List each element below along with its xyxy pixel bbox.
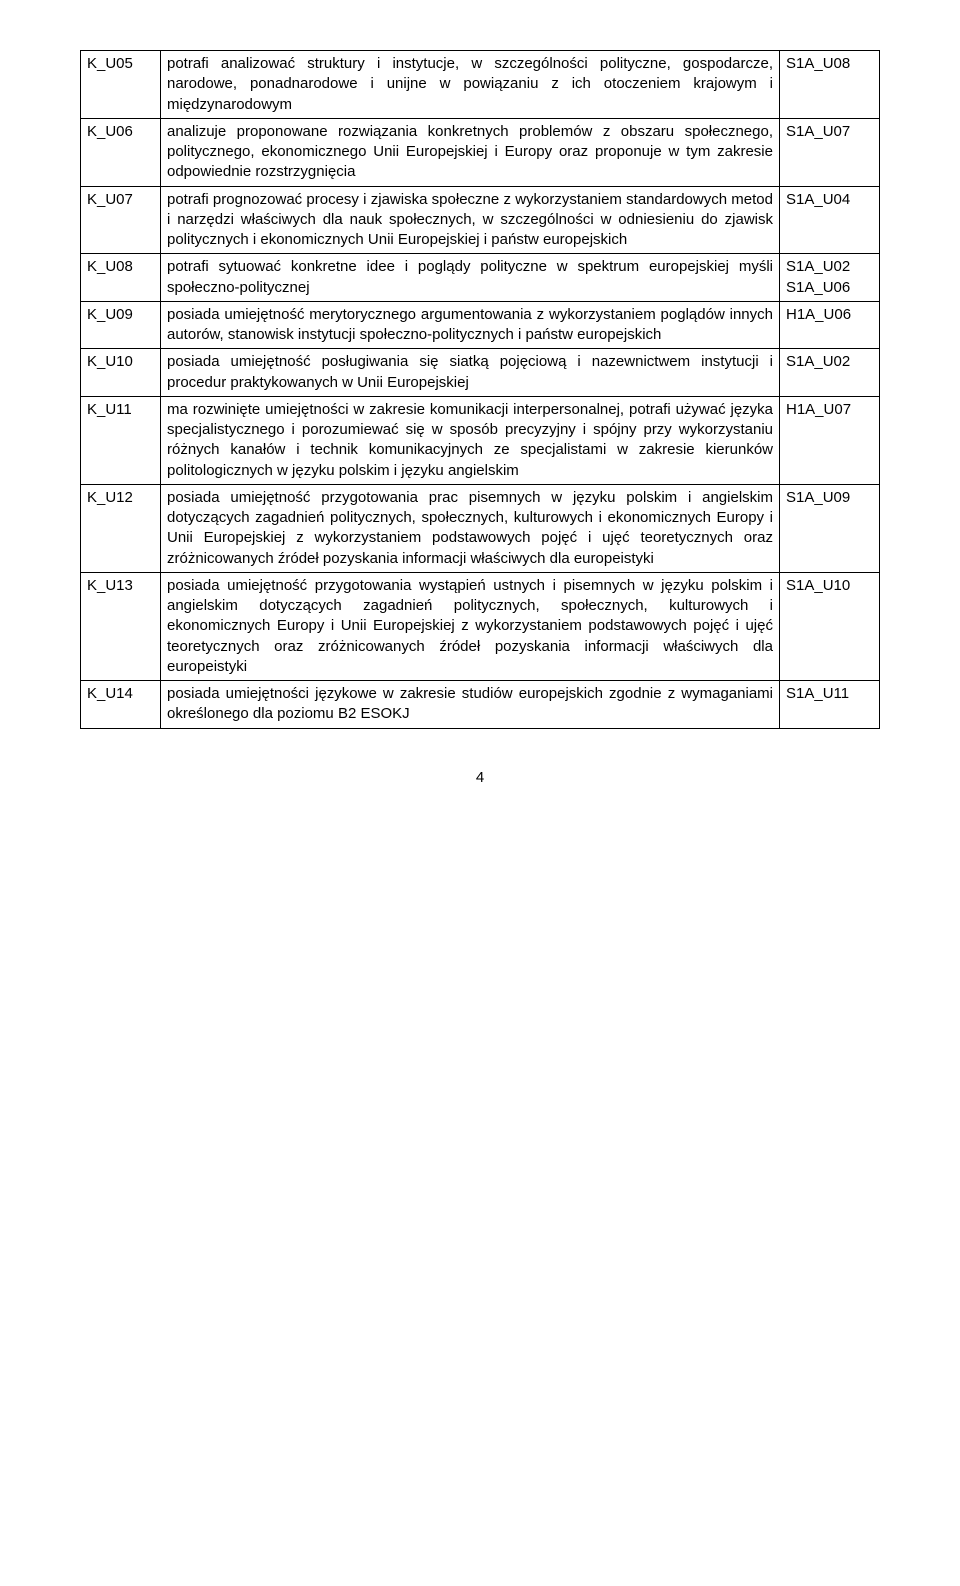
outcome-description: posiada umiejętność przygotowania prac p… (161, 484, 780, 572)
reference-tag: S1A_U11 (786, 684, 873, 704)
outcome-code: K_U13 (81, 572, 161, 680)
table-row: K_U14posiada umiejętności językowe w zak… (81, 681, 880, 729)
outcome-description: potrafi prognozować procesy i zjawiska s… (161, 186, 780, 254)
outcome-reference: S1A_U09 (780, 484, 880, 572)
outcome-code: K_U08 (81, 254, 161, 302)
document-page: K_U05potrafi analizować struktury i inst… (0, 0, 960, 816)
table-row: K_U05potrafi analizować struktury i inst… (81, 51, 880, 119)
outcome-reference: S1A_U11 (780, 681, 880, 729)
outcome-code: K_U10 (81, 349, 161, 397)
table-row: K_U11ma rozwinięte umiejętności w zakres… (81, 396, 880, 484)
outcome-description: analizuje proponowane rozwiązania konkre… (161, 118, 780, 186)
outcome-code: K_U06 (81, 118, 161, 186)
outcome-code: K_U14 (81, 681, 161, 729)
table-row: K_U12posiada umiejętność przygotowania p… (81, 484, 880, 572)
outcome-description: ma rozwinięte umiejętności w zakresie ko… (161, 396, 780, 484)
page-number: 4 (80, 769, 880, 786)
reference-tag: S1A_U02 (786, 257, 873, 277)
table-row: K_U06analizuje proponowane rozwiązania k… (81, 118, 880, 186)
outcome-code: K_U09 (81, 301, 161, 349)
outcome-code: K_U12 (81, 484, 161, 572)
outcome-description: posiada umiejętność posługiwania się sia… (161, 349, 780, 397)
table-body: K_U05potrafi analizować struktury i inst… (81, 51, 880, 729)
outcome-description: posiada umiejętność merytorycznego argum… (161, 301, 780, 349)
table-row: K_U07potrafi prognozować procesy i zjawi… (81, 186, 880, 254)
reference-tag: S1A_U09 (786, 488, 873, 508)
outcome-code: K_U11 (81, 396, 161, 484)
outcome-description: posiada umiejętności językowe w zakresie… (161, 681, 780, 729)
reference-tag: S1A_U02 (786, 352, 873, 372)
reference-tag: H1A_U06 (786, 305, 873, 325)
table-row: K_U10posiada umiejętność posługiwania si… (81, 349, 880, 397)
table-row: K_U13posiada umiejętność przygotowania w… (81, 572, 880, 680)
outcome-code: K_U05 (81, 51, 161, 119)
outcome-description: posiada umiejętność przygotowania wystąp… (161, 572, 780, 680)
reference-tag: S1A_U07 (786, 122, 873, 142)
outcome-description: potrafi sytuować konkretne idee i pogląd… (161, 254, 780, 302)
reference-tag: S1A_U08 (786, 54, 873, 74)
outcome-reference: S1A_U02 (780, 349, 880, 397)
outcome-reference: S1A_U08 (780, 51, 880, 119)
reference-tag: S1A_U06 (786, 278, 873, 298)
outcome-code: K_U07 (81, 186, 161, 254)
table-row: K_U09posiada umiejętność merytorycznego … (81, 301, 880, 349)
reference-tag: H1A_U07 (786, 400, 873, 420)
outcomes-table: K_U05potrafi analizować struktury i inst… (80, 50, 880, 729)
reference-tag: S1A_U10 (786, 576, 873, 596)
reference-tag: S1A_U04 (786, 190, 873, 210)
outcome-reference: H1A_U07 (780, 396, 880, 484)
outcome-reference: S1A_U04 (780, 186, 880, 254)
outcome-reference: S1A_U07 (780, 118, 880, 186)
outcome-description: potrafi analizować struktury i instytucj… (161, 51, 780, 119)
outcome-reference: H1A_U06 (780, 301, 880, 349)
table-row: K_U08potrafi sytuować konkretne idee i p… (81, 254, 880, 302)
outcome-reference: S1A_U02S1A_U06 (780, 254, 880, 302)
outcome-reference: S1A_U10 (780, 572, 880, 680)
